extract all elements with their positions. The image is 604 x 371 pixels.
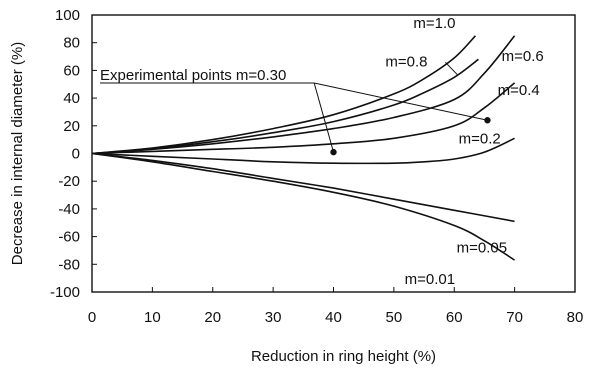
x-tick-label: 30 <box>265 309 282 326</box>
curve-m-0-6 <box>91 35 516 155</box>
x-tick-label: 10 <box>144 309 161 326</box>
y-tick-label: 0 <box>72 146 80 163</box>
annotation-pointer <box>313 82 334 153</box>
series-label-m-1-0: m=1.0 <box>413 15 455 32</box>
curve-m-1-0 <box>91 35 476 155</box>
series-label-m-0-8: m=0.8 <box>385 53 427 70</box>
y-tick-label: -60 <box>58 229 80 246</box>
x-tick-label: 70 <box>506 309 523 326</box>
experimental-points-group <box>100 82 491 156</box>
x-tick-label: 50 <box>386 309 403 326</box>
series-label-m-0-01: m=0.01 <box>405 271 455 288</box>
y-tick-label: 80 <box>63 35 80 52</box>
series-label-m-0-4: m=0.4 <box>498 82 540 99</box>
experimental-points-label: Experimental points m=0.30 <box>100 67 286 84</box>
curve-m-0-01 <box>91 152 516 261</box>
y-tick-label: -100 <box>50 284 80 301</box>
series-label-m-0-6: m=0.6 <box>502 48 544 65</box>
curve-m-0-8 <box>91 58 479 155</box>
series-labels: m=1.0 m=0.8 m=0.6 m=0.4 m=0.2 m=0.05m=0.01 <box>385 15 543 288</box>
x-tick-label: 80 <box>567 309 584 326</box>
y-tick-label: 100 <box>55 7 80 24</box>
experimental-point <box>330 148 337 156</box>
curve-m-0-2 <box>91 137 515 165</box>
series-label-m-0-05: m=0.05 <box>457 239 507 256</box>
annotation-pointer <box>314 82 488 121</box>
y-axis-label: Decrease in internal diameter (%) <box>9 42 26 265</box>
series-leader-line <box>445 61 458 75</box>
y-tick-labels: 100 80 60 40 20 0 -20 -40 -60 -80 -100 <box>50 7 80 301</box>
experimental-point <box>484 117 491 124</box>
y-tick-label: 60 <box>63 62 80 79</box>
x-axis-label: Reduction in ring height (%) <box>251 348 436 365</box>
curve-m-0-4 <box>91 82 516 155</box>
x-tick-label: 60 <box>446 309 463 326</box>
series-label-m-0-2: m=0.2 <box>459 130 501 147</box>
series-curves <box>91 35 516 261</box>
x-tick-label: 20 <box>204 309 221 326</box>
y-tick-label: 20 <box>63 118 80 135</box>
y-tick-label: -40 <box>58 201 80 218</box>
curve-m-0-05 <box>91 152 515 223</box>
x-tick-label: 0 <box>88 309 96 326</box>
y-tick-label: -20 <box>58 173 80 190</box>
y-tick-label: 40 <box>63 90 80 107</box>
x-tick-label: 40 <box>325 309 342 326</box>
y-tick-label: -80 <box>58 256 80 273</box>
x-tick-labels: 0 10 20 30 40 50 60 70 80 <box>88 309 584 326</box>
